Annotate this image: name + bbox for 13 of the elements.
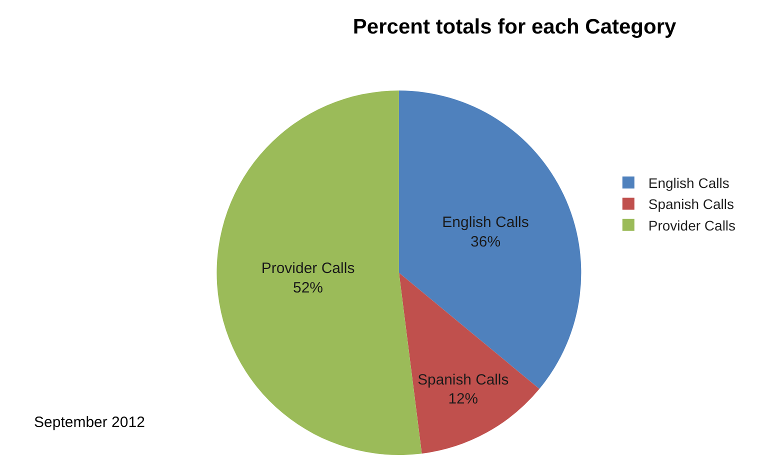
slice-label: Spanish Calls <box>418 372 509 388</box>
pie-slice <box>398 90 581 389</box>
legend-label: Provider Calls <box>648 217 736 234</box>
pie-slice <box>398 272 540 454</box>
text: September 2012 <box>34 414 145 431</box>
slice-label: Provider Calls <box>261 260 355 278</box>
data-label: 52% <box>293 280 324 297</box>
slice-label: English Calls <box>442 214 529 231</box>
legend-label: Spanish Calls <box>648 196 734 212</box>
chart-title: Percent totals for each Category <box>352 15 677 38</box>
data-label: 36% <box>470 233 501 250</box>
legend-label: English Calls <box>648 174 730 191</box>
data-label: 12% <box>448 392 478 408</box>
